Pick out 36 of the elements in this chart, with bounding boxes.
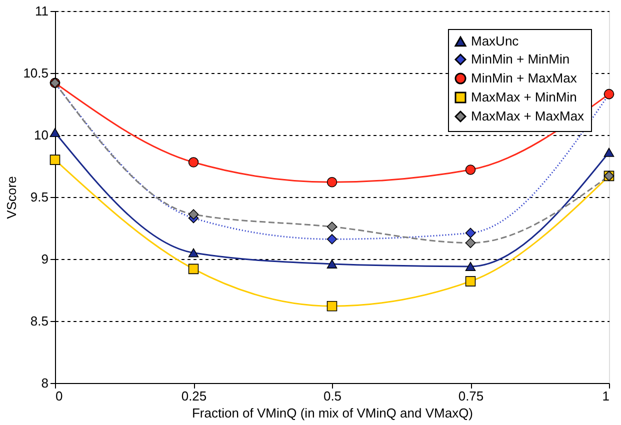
point [188,248,199,258]
legend-label: MaxMax + MinMin [471,90,577,104]
x-tick-label: 1 [602,388,610,404]
y-tick-label: 8.5 [30,314,48,328]
point [50,128,60,138]
point [326,300,338,312]
point [465,276,476,286]
y-tick-label: 9.5 [30,190,48,204]
point [465,228,476,238]
legend-label: MinMin + MinMin [471,52,570,66]
x-tick-label: 0.25 [181,388,207,404]
point [326,222,338,232]
point [188,157,199,168]
y-tick-label: 11 [35,4,48,18]
point [604,148,614,157]
y-tick-label: 8 [41,376,48,390]
legend-label: MaxUnc [471,34,520,48]
point [465,262,476,271]
legend-label: MaxMax + MaxMax [471,108,585,124]
y-tick-label: 9 [41,252,48,266]
point [326,234,338,244]
point [465,238,476,248]
point [326,259,338,268]
point [188,209,199,220]
point [326,176,338,188]
x-tick-label: 0.75 [458,388,484,404]
x-axis-title: Fraction of VMinQ (in mix of VMinQ and VMaxQ) [192,406,474,420]
y-tick-label: 10 [34,128,48,142]
point [188,264,199,274]
y-tick-label: 10.5 [23,66,48,80]
x-tick-label: 0 [56,388,63,404]
point [465,164,476,175]
legend-label: MinMin + MaxMax [471,70,578,86]
point [50,154,60,165]
y-axis-title: VScore [4,176,20,219]
x-tick-label: 0.5 [323,388,342,404]
